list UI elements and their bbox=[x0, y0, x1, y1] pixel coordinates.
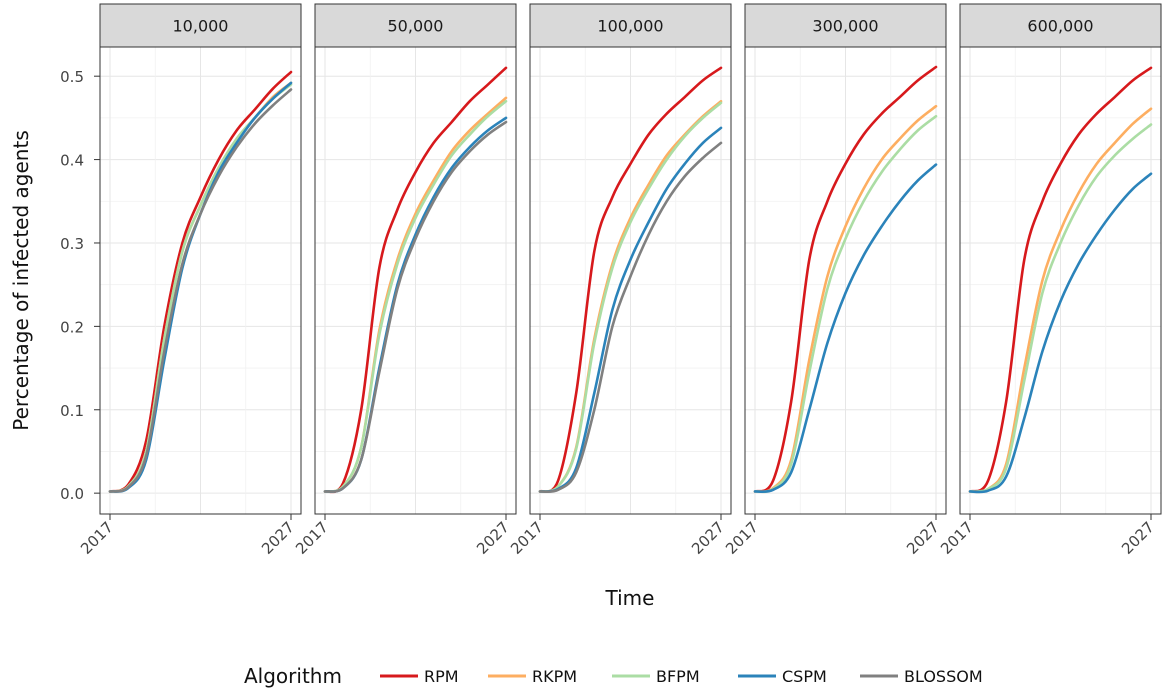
series-line-cspm bbox=[968, 172, 1153, 494]
series-line-rkpm bbox=[753, 104, 938, 493]
legend-label-rkpm: RKPM bbox=[532, 667, 577, 686]
panel-border bbox=[99, 46, 302, 515]
panel-border bbox=[529, 46, 732, 515]
series-line-rpm bbox=[323, 66, 508, 494]
y-tick-label: 0.3 bbox=[60, 235, 84, 253]
legend-label-bfpm: BFPM bbox=[656, 667, 700, 686]
series-line-blossom bbox=[323, 120, 508, 493]
panel-border bbox=[959, 46, 1162, 515]
panel-strip-label: 600,000 bbox=[1027, 17, 1093, 36]
panel-strip bbox=[529, 3, 732, 48]
series-line-rkpm bbox=[968, 107, 1153, 494]
legend-label-rpm: RPM bbox=[424, 667, 459, 686]
legend-label-cspm: CSPM bbox=[782, 667, 827, 686]
legend-label-blossom: BLOSSOM bbox=[904, 667, 983, 686]
series-line-bfpm bbox=[968, 123, 1153, 493]
panel-strip bbox=[314, 3, 517, 48]
panel-strip-label: 100,000 bbox=[597, 17, 663, 36]
series-line-rpm bbox=[108, 70, 293, 493]
series-line-cspm bbox=[538, 126, 723, 493]
x-tick-label: 2027 bbox=[1118, 518, 1158, 558]
x-tick-label: 2017 bbox=[77, 518, 117, 558]
x-tick-label: 2027 bbox=[473, 518, 513, 558]
y-tick-label: 0.4 bbox=[60, 152, 84, 170]
series-line-blossom bbox=[538, 141, 723, 494]
x-tick-label: 2027 bbox=[258, 518, 298, 558]
x-tick-label: 2017 bbox=[292, 518, 332, 558]
series-line-rpm bbox=[538, 66, 723, 493]
panel-strip-label: 300,000 bbox=[812, 17, 878, 36]
y-axis-title: Percentage of infected agents bbox=[9, 130, 33, 430]
series-line-bfpm bbox=[753, 114, 938, 494]
panel-border bbox=[314, 46, 517, 515]
panel-strip-label: 10,000 bbox=[173, 17, 229, 36]
series-line-bfpm bbox=[538, 101, 723, 493]
x-axis-title: Time bbox=[605, 586, 655, 610]
series-line-cspm bbox=[753, 163, 938, 494]
x-tick-label: 2017 bbox=[937, 518, 977, 558]
y-tick-label: 0.2 bbox=[60, 318, 84, 336]
panel-strip-label: 50,000 bbox=[388, 17, 444, 36]
y-tick-label: 0.5 bbox=[60, 68, 84, 86]
x-tick-label: 2017 bbox=[507, 518, 547, 558]
panel-strip bbox=[959, 3, 1162, 48]
series-line-blossom bbox=[108, 88, 293, 493]
series-line-rpm bbox=[968, 66, 1153, 493]
series-line-bfpm bbox=[323, 99, 508, 493]
x-tick-label: 2027 bbox=[903, 518, 943, 558]
series-line-rpm bbox=[753, 65, 938, 493]
y-tick-label: 0.1 bbox=[60, 402, 84, 420]
x-tick-label: 2027 bbox=[688, 518, 728, 558]
x-tick-label: 2017 bbox=[722, 518, 762, 558]
panel-border bbox=[744, 46, 947, 515]
panel-strip bbox=[744, 3, 947, 48]
y-tick-label: 0.0 bbox=[60, 485, 84, 503]
legend-title: Algorithm bbox=[244, 664, 342, 688]
